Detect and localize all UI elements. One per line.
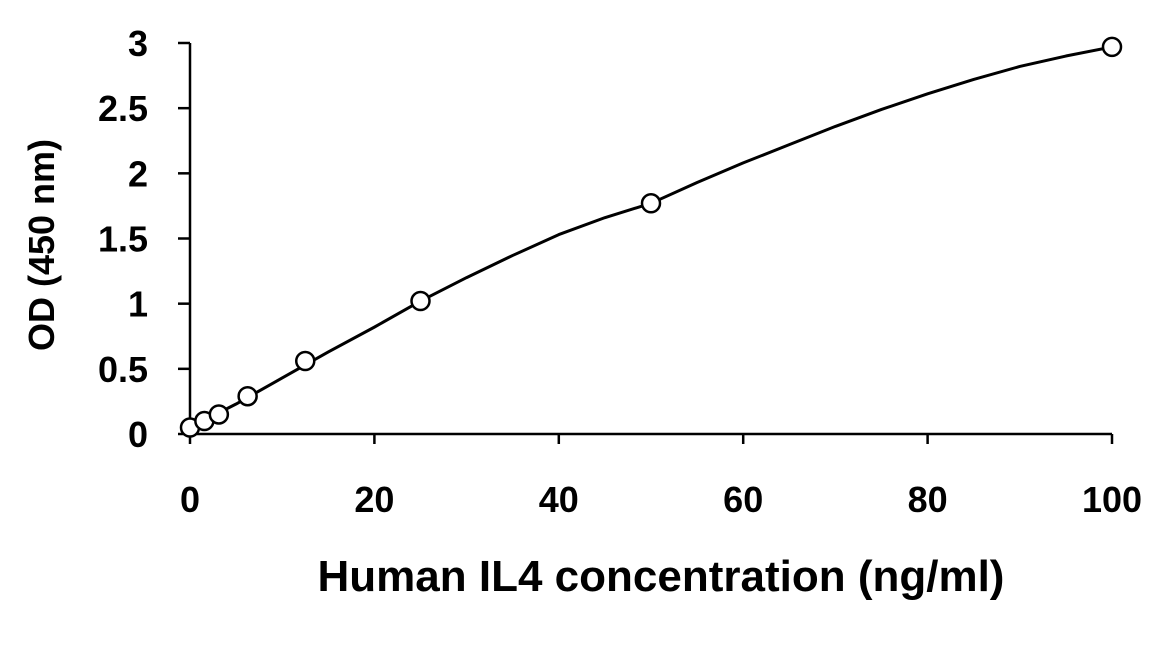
x-axis-title: Human IL4 concentration (ng/ml) xyxy=(318,552,1005,601)
y-axis-title: OD (450 nm) xyxy=(21,139,62,351)
axes-layer xyxy=(188,43,1112,436)
data-point xyxy=(237,385,258,407)
data-point xyxy=(640,193,662,214)
x-tick-label: 20 xyxy=(354,479,394,520)
y-tick-label: 1.5 xyxy=(98,219,148,260)
y-tick-label: 3 xyxy=(128,23,148,64)
y-tick-label: 2.5 xyxy=(98,88,148,129)
y-tick-label: 1 xyxy=(128,284,148,325)
y-tick-label: 0.5 xyxy=(98,349,148,390)
x-tick-label: 0 xyxy=(180,479,200,520)
y-tick-label: 0 xyxy=(128,414,148,455)
fit-curve-line xyxy=(189,45,1113,429)
x-tick-label: 100 xyxy=(1082,479,1142,520)
x-tick-label: 60 xyxy=(723,479,763,520)
data-points-layer xyxy=(179,36,1123,438)
ticks-layer: 0 20 40 60 80 100 0 0.5 1 1.5 2 2.5 3 xyxy=(98,23,1142,520)
fit-curve-layer xyxy=(189,45,1113,429)
data-point xyxy=(1101,36,1123,58)
x-tick-label: 80 xyxy=(908,479,948,520)
data-point xyxy=(208,404,230,425)
y-tick-label: 2 xyxy=(128,153,148,194)
x-tick-label: 40 xyxy=(539,479,579,520)
data-point xyxy=(295,350,316,372)
data-point xyxy=(410,290,431,312)
